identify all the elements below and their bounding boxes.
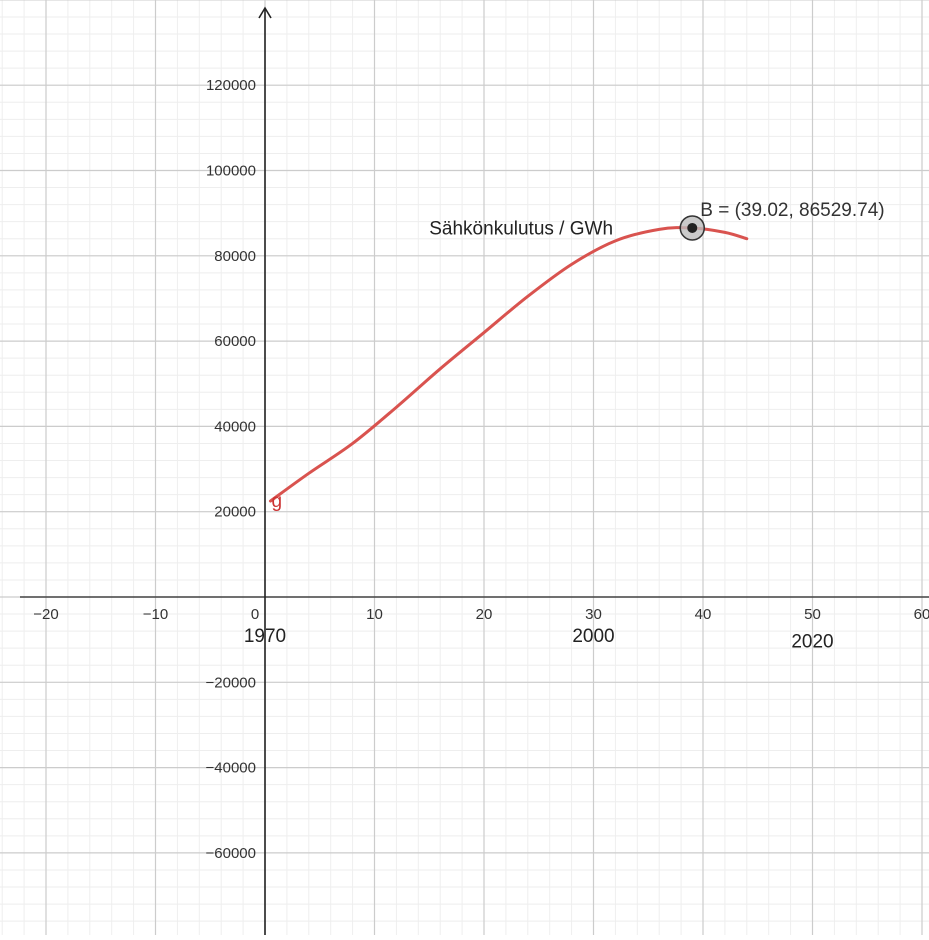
series-label-g: g — [271, 491, 282, 512]
annotation-label: 2020 — [791, 631, 833, 652]
tick-labels: −20 −10 0 10 20 30 40 50 60 −60000 −40000 −20000 200… — [33, 77, 929, 862]
annotations: Sähkönkulutus / GWh 1970 2000 2020 — [244, 218, 834, 652]
x-tick-label: 60 — [914, 606, 929, 623]
y-tick-label: 60000 — [214, 333, 256, 350]
x-tick-label: 30 — [585, 606, 602, 623]
x-tick-label: 20 — [476, 606, 493, 623]
x-tick-label: 50 — [804, 606, 821, 623]
x-tick-label: 10 — [366, 606, 383, 623]
y-tick-label: −40000 — [206, 760, 256, 777]
series-layer: g — [268, 226, 749, 512]
y-tick-label: 100000 — [206, 163, 256, 180]
annotation-label: 2000 — [572, 626, 614, 647]
annotation-label: Sähkönkulutus / GWh — [429, 218, 613, 239]
y-tick-label: −60000 — [206, 845, 256, 862]
y-tick-label: −20000 — [206, 674, 256, 691]
y-axis-arrow — [258, 6, 272, 19]
annotation-label: 1970 — [244, 626, 286, 647]
x-tick-label: −20 — [33, 606, 58, 623]
point-B-label: B = (39.02, 86529.74) — [700, 200, 884, 221]
points[interactable]: B = (39.02, 86529.74) — [679, 200, 885, 241]
y-tick-label: 20000 — [214, 504, 256, 521]
x-tick-label: −10 — [143, 606, 168, 623]
x-tick-label: 0 — [251, 606, 259, 623]
x-tick-label: 40 — [695, 606, 712, 623]
axes — [20, 6, 929, 935]
y-tick-label: 120000 — [206, 77, 256, 94]
y-tick-label: 80000 — [214, 248, 256, 265]
y-tick-label: 40000 — [214, 418, 256, 435]
point-B[interactable] — [687, 222, 698, 233]
